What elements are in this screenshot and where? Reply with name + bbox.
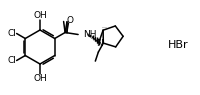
Text: HBr: HBr [168, 40, 188, 50]
Text: O: O [67, 16, 74, 25]
Text: OH: OH [33, 11, 47, 20]
Text: N: N [96, 39, 103, 48]
Text: OH: OH [33, 74, 47, 83]
Text: Cl: Cl [7, 56, 16, 65]
Text: ···: ··· [101, 25, 107, 30]
Text: Cl: Cl [7, 29, 16, 38]
Text: NH: NH [83, 30, 97, 39]
